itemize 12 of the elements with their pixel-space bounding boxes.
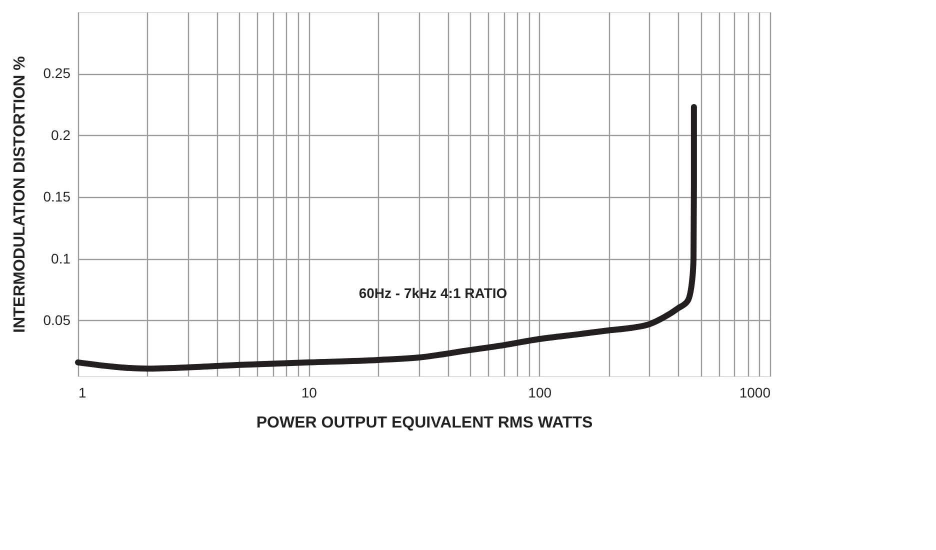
x-tick-label: 1 — [78, 384, 86, 400]
x-axis-title: POWER OUTPUT EQUIVALENT RMS WATTS — [256, 414, 593, 432]
y-tick-label: 0.2 — [51, 126, 71, 143]
y-axis-title: INTERMODULATION DISTORTION % — [11, 56, 28, 333]
annotation: 60Hz - 7kHz 4:1 RATIO — [358, 285, 508, 301]
y-tick-label: 0.05 — [43, 312, 71, 328]
y-tick-label: 0.1 — [51, 250, 71, 266]
y-tick-label: 0.25 — [43, 65, 71, 82]
x-tick-label: 100 — [528, 384, 552, 400]
y-tick-label: 0.15 — [43, 188, 71, 205]
x-tick-label: 10 — [301, 384, 318, 400]
x-tick-label: 1000 — [739, 384, 771, 400]
